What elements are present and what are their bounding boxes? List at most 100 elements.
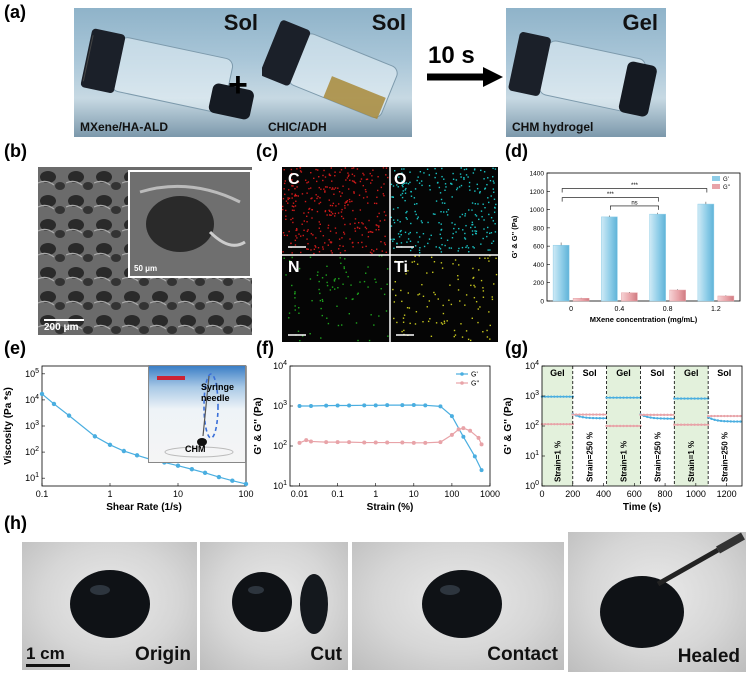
eds-dot: [488, 260, 490, 262]
eds-dot: [385, 167, 388, 169]
chart-g-point: [556, 422, 559, 426]
sem-inset: 50 μm: [128, 170, 252, 278]
eds-dot: [380, 240, 382, 243]
chart-g-point: [629, 424, 632, 428]
eds-dot: [344, 207, 346, 209]
eds-dot: [478, 257, 481, 259]
eds-dot: [490, 217, 493, 219]
eds-dot: [463, 168, 466, 171]
eds-dot: [442, 304, 444, 307]
eds-dot: [322, 300, 324, 302]
eds-dot: [317, 247, 320, 249]
eds-dot: [318, 251, 321, 253]
chart-e-point: [66, 413, 72, 418]
eds-dot: [362, 197, 365, 199]
chart-d-ytick-label: 400: [533, 262, 544, 269]
eds-dot: [400, 233, 402, 236]
eds-dot: [375, 202, 378, 205]
eds-dot: [484, 257, 486, 259]
eds-dot: [435, 200, 438, 202]
eds-dot: [467, 176, 469, 178]
chart-g-point: [686, 423, 690, 426]
chart-g-ytick-label: 104: [525, 360, 539, 371]
eds-dot: [353, 175, 356, 177]
chart-e-point: [51, 401, 57, 407]
eds-dot: [285, 209, 287, 212]
chart-e-xtick-label: 100: [238, 489, 253, 499]
eds-dot: [491, 242, 493, 244]
eds-dot: [347, 204, 349, 206]
eds-dot: [452, 263, 454, 265]
eds-dot: [351, 298, 353, 301]
eds-dot: [470, 284, 472, 287]
eds-dot: [283, 257, 285, 259]
chart-d-legend-label: G'': [723, 185, 730, 191]
eds-dot: [401, 192, 404, 195]
chart-f-legend-label: G': [471, 372, 478, 379]
eds-dot: [295, 235, 297, 237]
eds-dot: [347, 188, 350, 190]
chart-g-point: [690, 397, 693, 400]
eds-dot: [413, 203, 416, 205]
eds-dot: [364, 226, 367, 229]
chart-f-point: [400, 403, 405, 408]
eds-dot: [390, 225, 393, 227]
eds-dot: [290, 218, 292, 221]
eds-dot: [292, 217, 294, 220]
eds-dot: [283, 182, 286, 185]
eds-dot: [440, 262, 443, 264]
eds-dot: [361, 234, 363, 236]
chart-e-ytick-label: 104: [25, 394, 39, 405]
eds-dot: [490, 232, 493, 234]
eds-dot: [327, 322, 330, 325]
eds-dot: [445, 186, 447, 188]
chart-g-point: [543, 422, 547, 426]
eds-map-n: [283, 255, 389, 342]
chart-f-point: [373, 403, 378, 408]
eds-dot: [310, 249, 312, 251]
eds-dot: [489, 232, 491, 235]
chart-g-point: [716, 419, 720, 422]
eds-dot: [311, 209, 313, 211]
chart-g-point: [574, 413, 578, 416]
eds-dot: [411, 261, 413, 263]
eds-dot: [409, 181, 411, 184]
chart-d-sig-label: ns: [631, 200, 637, 206]
eds-dot: [383, 219, 386, 221]
eds-dot: [493, 283, 495, 285]
eds-dot: [472, 172, 475, 174]
eds-dot: [441, 167, 443, 170]
eds-dot: [392, 185, 395, 187]
chart-f-point: [400, 440, 405, 445]
eds-dot: [467, 338, 470, 341]
eds-dot: [338, 238, 341, 240]
eds-dot: [353, 180, 355, 182]
chart-g-point: [605, 424, 608, 428]
chart-e-xtick-label: 10: [173, 489, 183, 499]
eds-dot: [371, 249, 373, 251]
eds-dot: [283, 188, 285, 190]
eds-dot: [318, 186, 320, 189]
eds-dot: [468, 181, 471, 184]
chart-g-point: [736, 420, 739, 423]
chart-g-segment: [673, 397, 710, 426]
panel-label-g: (g): [505, 338, 528, 358]
chart-g-point: [581, 416, 585, 419]
eds-dot: [311, 217, 313, 219]
eds-dot: [394, 281, 396, 283]
eds-dot: [404, 189, 406, 191]
eds-dot: [359, 281, 361, 283]
eds-dot: [405, 273, 407, 275]
eds-dot: [340, 262, 342, 265]
eds-dot: [470, 226, 472, 229]
chart-d-bar: [621, 292, 638, 302]
chart-d-ytick-label: 1000: [530, 207, 545, 214]
chart-g-segment: [639, 413, 676, 420]
eds-dot: [334, 278, 336, 280]
eds-dot: [457, 289, 460, 291]
eds-dot: [399, 261, 402, 263]
eds-dot: [354, 182, 357, 184]
eds-dot: [287, 202, 289, 204]
eds-dot: [486, 336, 489, 338]
eds-dot: [319, 197, 321, 199]
